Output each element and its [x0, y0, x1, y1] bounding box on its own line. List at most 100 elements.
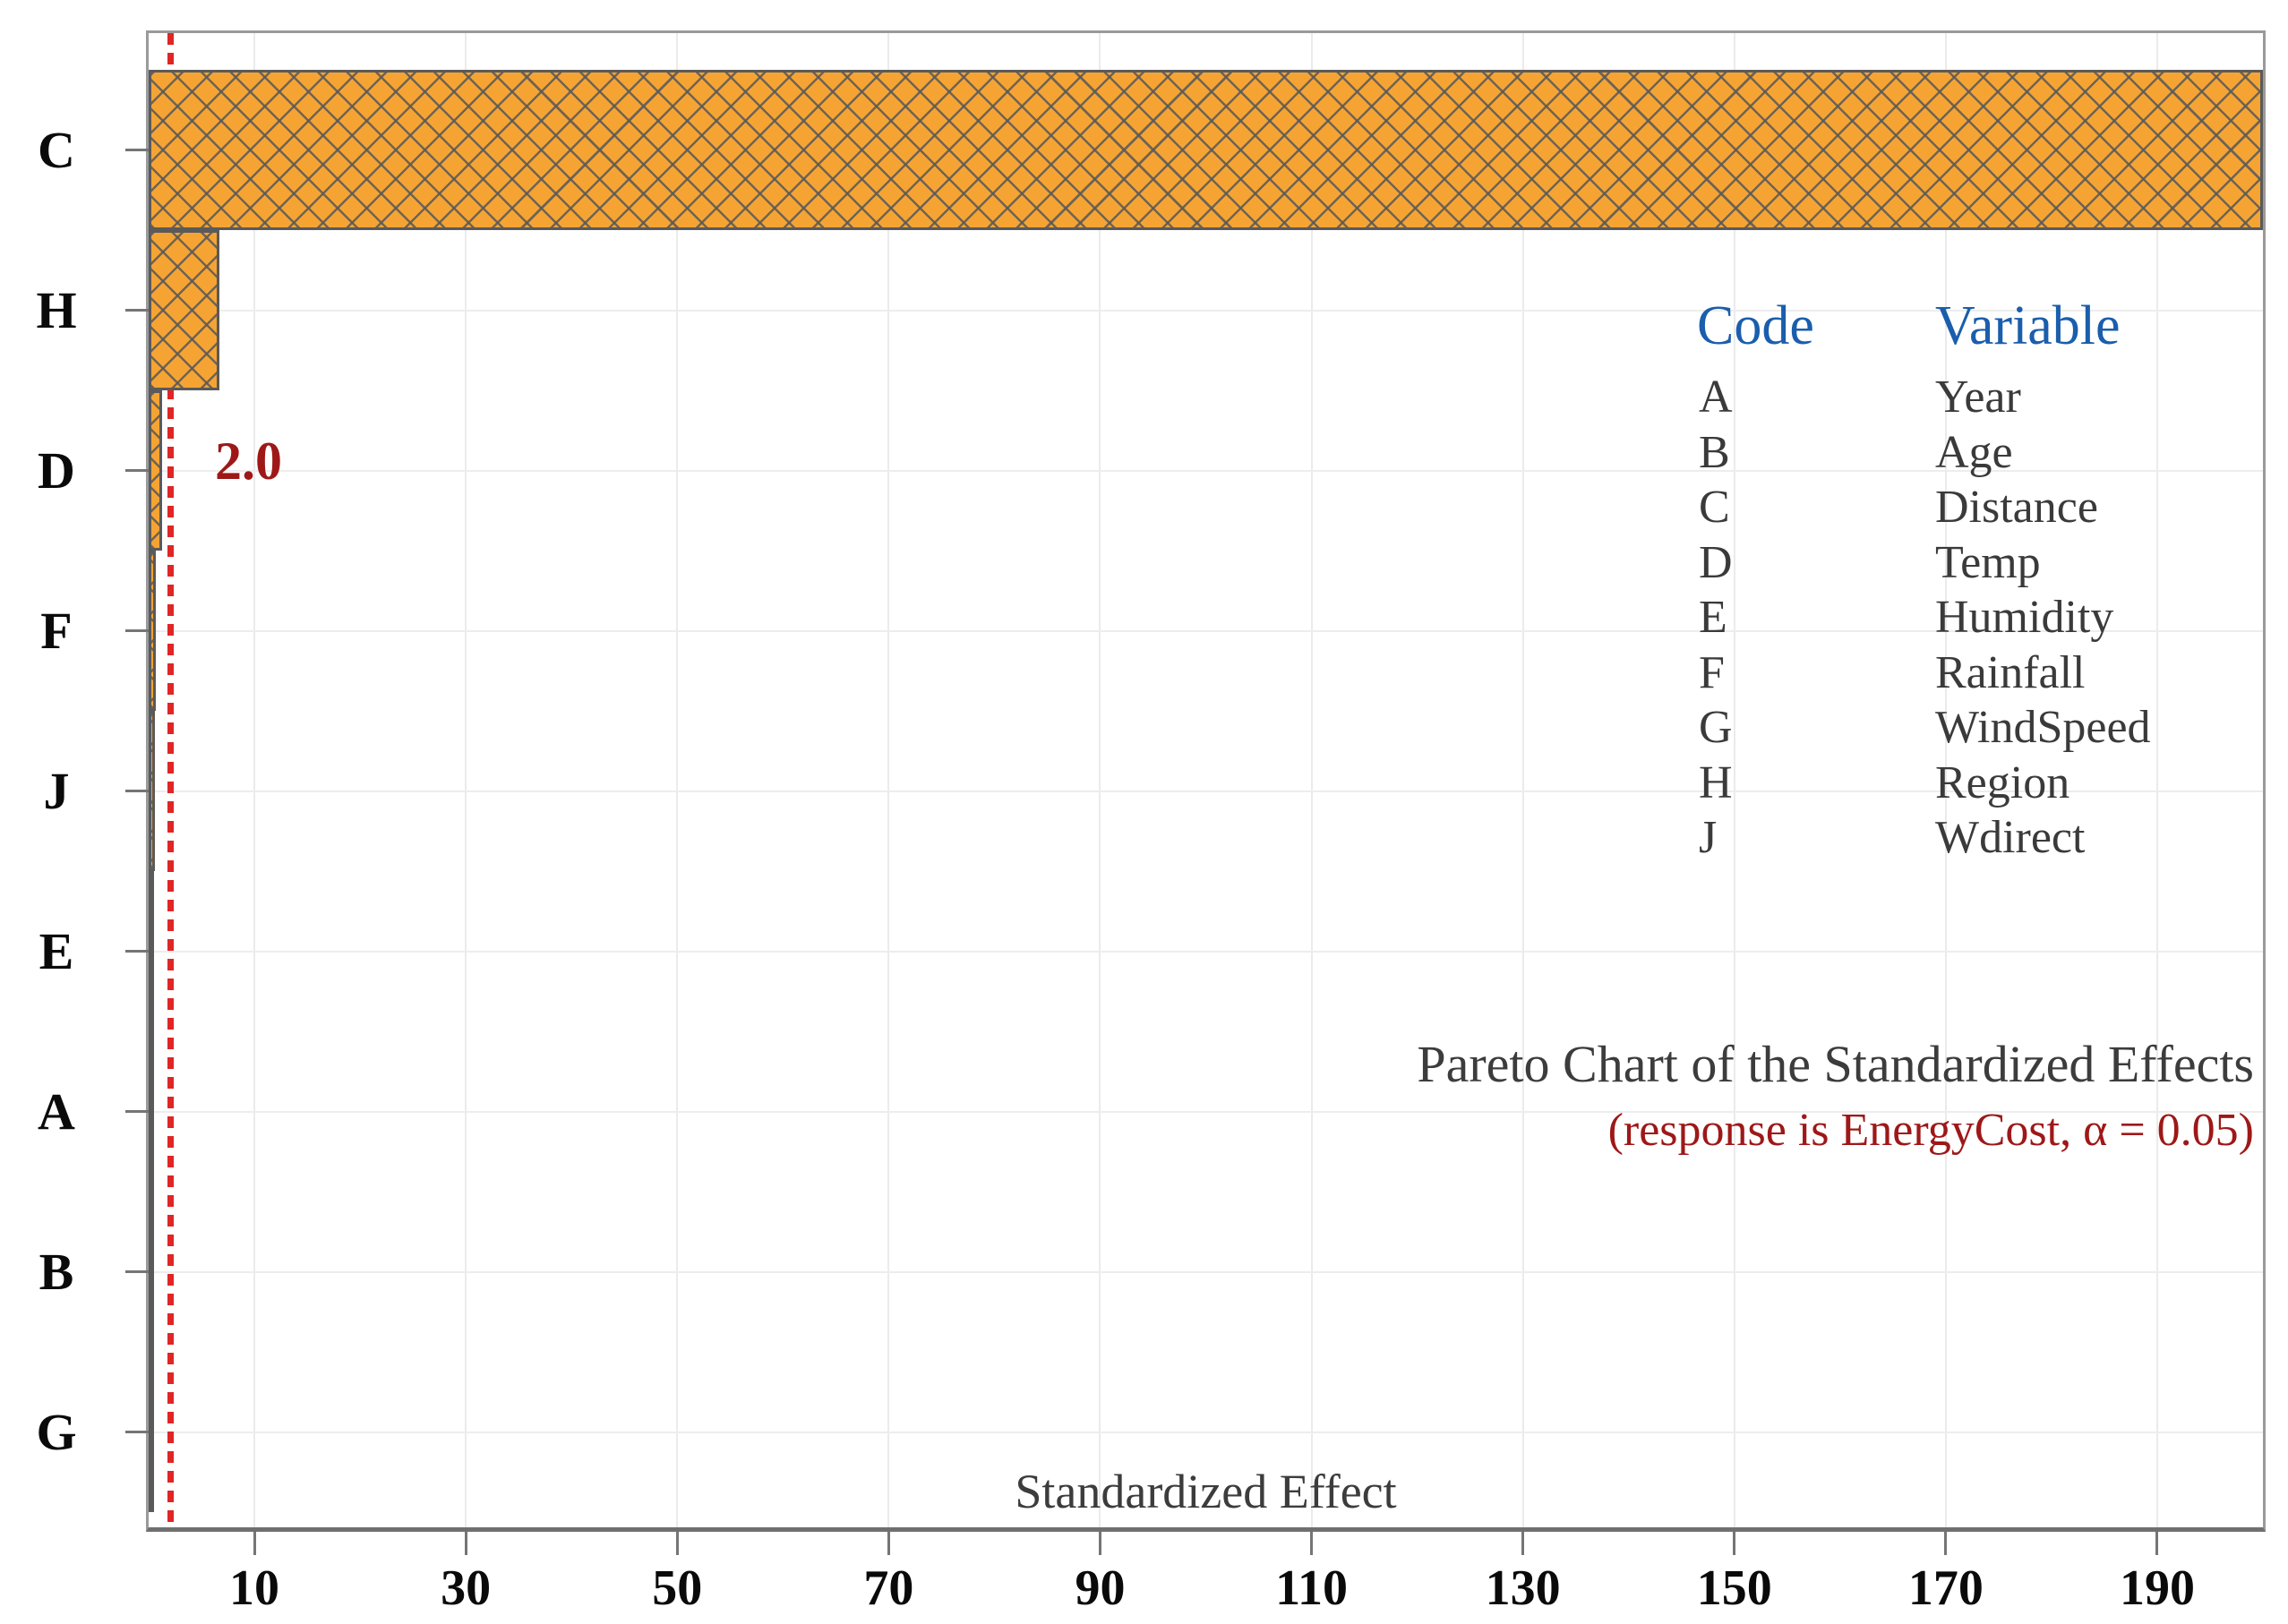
bar-G — [149, 1352, 154, 1512]
x-axis-tick-label: 50 — [652, 1560, 703, 1616]
plot-area: 2.0 Pareto Chart of the Standardized Eff… — [146, 30, 2266, 1532]
y-axis-label-C: C — [38, 120, 75, 179]
x-axis-tick-label: 170 — [1907, 1560, 1984, 1616]
legend-row: C Distance — [1697, 482, 2270, 534]
horizontal-gridline — [149, 629, 2263, 632]
y-axis-label-B: B — [39, 1242, 74, 1301]
bar-B — [149, 1192, 154, 1352]
y-axis-tick — [125, 309, 149, 312]
legend-row: G WindSpeed — [1697, 702, 2270, 754]
y-axis-tick — [125, 1431, 149, 1433]
x-axis-tick — [1521, 1532, 1525, 1555]
bar-D — [149, 390, 163, 551]
vertical-gridline — [1099, 33, 1101, 1527]
legend-row: B Age — [1697, 427, 2270, 479]
bar-F — [149, 551, 157, 711]
y-axis-label-F: F — [40, 601, 73, 660]
horizontal-gridline — [149, 1110, 2263, 1113]
legend-code: C — [1699, 482, 1730, 533]
legend-code: F — [1699, 646, 1725, 698]
vertical-gridline — [1521, 33, 1524, 1527]
horizontal-gridline — [149, 790, 2263, 792]
vertical-gridline — [1310, 33, 1313, 1527]
y-axis-tick — [125, 1110, 149, 1113]
legend-row: D Temp — [1697, 537, 2270, 589]
x-axis-tick — [675, 1532, 679, 1555]
x-axis-tick — [1098, 1532, 1101, 1555]
legend-row: F Rainfall — [1697, 647, 2270, 699]
bar-H — [149, 230, 220, 390]
x-axis-tick — [464, 1532, 467, 1555]
legend-code: E — [1699, 592, 1727, 643]
x-axis-tick — [1733, 1532, 1736, 1555]
legend-row: J Wdirect — [1697, 812, 2270, 864]
legend-row: A Year — [1697, 372, 2270, 423]
legend-row: H Region — [1697, 757, 2270, 809]
legend-variable: WindSpeed — [1935, 702, 2151, 753]
y-axis-label-E: E — [39, 921, 74, 980]
y-axis-label-J: J — [43, 761, 70, 820]
legend-variable: Wdirect — [1935, 812, 2086, 863]
legend-code: H — [1699, 756, 1733, 808]
horizontal-gridline — [149, 1270, 2263, 1273]
legend-variable: Temp — [1935, 536, 2041, 588]
legend-variable: Region — [1935, 756, 2070, 808]
legend-code: G — [1699, 702, 1733, 753]
x-axis-tick-label: 150 — [1696, 1560, 1772, 1616]
x-axis-tick — [887, 1532, 890, 1555]
legend-variable: Year — [1935, 372, 2021, 423]
x-axis-tick-label: 10 — [229, 1560, 280, 1616]
vertical-gridline — [1733, 33, 1735, 1527]
y-axis-label-D: D — [38, 440, 75, 500]
x-axis-tick — [1310, 1532, 1314, 1555]
x-axis-tick-label: 110 — [1275, 1560, 1348, 1616]
reference-line-label: 2.0 — [215, 432, 282, 491]
vertical-gridline — [887, 33, 890, 1527]
legend-code: D — [1699, 536, 1733, 588]
y-axis-tick — [125, 469, 149, 472]
vertical-gridline — [253, 33, 256, 1527]
vertical-gridline — [676, 33, 679, 1527]
reference-line — [167, 33, 174, 1527]
legend-code: A — [1699, 372, 1733, 423]
x-axis-tick-label: 90 — [1075, 1560, 1126, 1616]
x-axis-tick-label: 70 — [863, 1560, 914, 1616]
legend-variable: Age — [1935, 426, 2013, 478]
y-axis-label-A: A — [38, 1081, 75, 1141]
x-axis-tick — [1944, 1532, 1948, 1555]
x-axis-tick — [2155, 1532, 2159, 1555]
bar-J — [149, 711, 156, 871]
vertical-gridline — [2155, 33, 2158, 1527]
x-axis-tick-label: 130 — [1485, 1560, 1561, 1616]
x-axis-title: Standardized Effect — [1015, 1465, 1397, 1518]
y-axis-tick — [125, 629, 149, 632]
x-axis-tick-label: 30 — [441, 1560, 492, 1616]
y-axis-tick — [125, 790, 149, 792]
y-axis-tick — [125, 1270, 149, 1273]
legend-code: J — [1699, 812, 1718, 863]
chart-subtitle: (response is EnergyCost, α = 0.05) — [1607, 1105, 2254, 1156]
legend-row: E Humidity — [1697, 592, 2270, 644]
legend-header-variable: Variable — [1935, 295, 2121, 356]
horizontal-gridline — [149, 1431, 2263, 1433]
legend-header-code: Code — [1697, 295, 1814, 356]
vertical-gridline — [1944, 33, 1947, 1527]
legend-variable: Humidity — [1935, 592, 2114, 643]
legend-code: B — [1699, 426, 1730, 478]
horizontal-gridline — [149, 469, 2263, 472]
bar-E — [149, 871, 155, 1031]
chart-title: Pareto Chart of the Standardized Effects — [1417, 1035, 2254, 1093]
y-axis-tick — [125, 149, 149, 151]
horizontal-gridline — [149, 309, 2263, 312]
horizontal-gridline — [149, 950, 2263, 953]
y-axis-label-H: H — [36, 280, 77, 339]
x-axis-tick — [253, 1532, 256, 1555]
bar-A — [149, 1031, 154, 1192]
vertical-gridline — [465, 33, 467, 1527]
legend-variable: Distance — [1935, 482, 2098, 533]
x-axis-tick-label: 190 — [2119, 1560, 2195, 1616]
legend-variable: Rainfall — [1935, 646, 2086, 698]
y-axis-label-G: G — [36, 1402, 77, 1461]
bar-C — [149, 70, 2263, 230]
